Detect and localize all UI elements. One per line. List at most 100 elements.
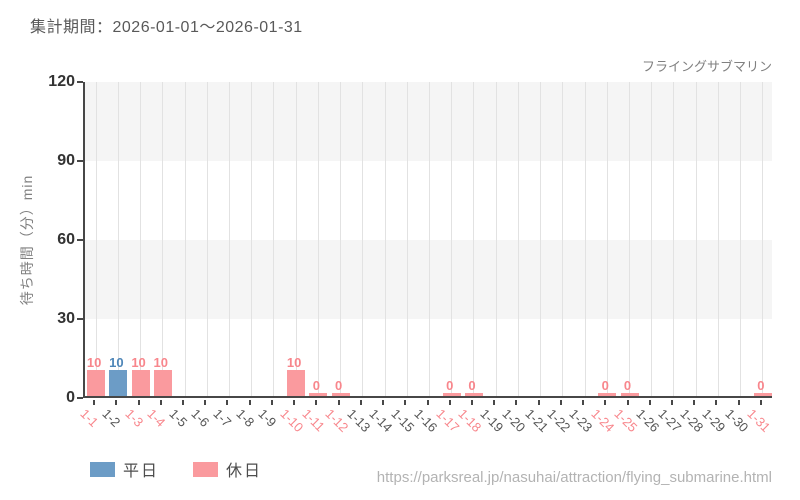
x-tick-mark	[404, 400, 407, 405]
gridline	[473, 82, 475, 396]
gridline	[340, 82, 342, 396]
x-tick-label-1-1: 1-1	[77, 406, 102, 430]
gridline	[740, 82, 742, 396]
x-tick-mark	[382, 400, 385, 405]
x-tick-mark	[715, 400, 718, 405]
x-tick-label-1-25: 1-25	[610, 406, 640, 436]
bar-1-1[interactable]	[87, 369, 106, 396]
gridline	[251, 82, 253, 396]
x-tick-label-1-6: 1-6	[188, 406, 213, 430]
x-tick-label-1-10: 1-10	[277, 406, 307, 436]
gridline	[95, 82, 97, 396]
y-tick-mark	[77, 318, 83, 320]
x-tick-label-1-30: 1-30	[722, 406, 752, 436]
gridline	[695, 82, 697, 396]
x-tick-mark	[626, 400, 629, 405]
bar-1-11[interactable]	[309, 393, 328, 396]
bar-1-25[interactable]	[620, 393, 639, 396]
x-tick-mark	[93, 400, 96, 405]
bar-1-2[interactable]	[109, 369, 128, 396]
gridline	[629, 82, 631, 396]
x-tick-label-1-8: 1-8	[233, 406, 257, 430]
gridline	[273, 82, 275, 396]
gridline	[406, 82, 408, 396]
bar-value-label: 10	[131, 354, 146, 370]
x-tick-label-1-19: 1-19	[477, 406, 507, 436]
bar-value-label: 0	[334, 378, 343, 393]
bar-value-label: 10	[153, 354, 169, 370]
gridline	[540, 82, 542, 396]
legend-label-weekday: 平日	[123, 463, 160, 480]
gridline	[606, 82, 608, 396]
gridline	[206, 82, 208, 396]
x-tick-mark	[270, 400, 273, 405]
y-tick-label: 120	[48, 73, 75, 90]
legend-label-holiday: 休日	[226, 463, 263, 480]
x-tick-mark	[493, 400, 496, 405]
x-tick-label-1-13: 1-13	[344, 406, 374, 436]
bar-value-label: 10	[109, 354, 124, 370]
bar-1-18[interactable]	[464, 393, 483, 396]
x-tick-mark	[559, 400, 562, 405]
x-tick-mark	[359, 400, 362, 405]
gridline	[140, 82, 142, 396]
x-tick-mark	[248, 400, 251, 405]
gridline	[429, 82, 430, 396]
gridline	[295, 82, 297, 396]
x-tick-label-1-15: 1-15	[388, 406, 418, 436]
x-tick-mark	[204, 400, 207, 405]
legend: 平日 休日	[90, 457, 262, 481]
x-tick-mark	[426, 400, 429, 405]
x-tick-label-1-4: 1-4	[144, 406, 169, 430]
x-tick-label-1-16: 1-16	[410, 406, 440, 436]
x-tick-mark	[337, 400, 340, 405]
gridline	[673, 82, 675, 396]
gridline	[495, 82, 497, 396]
bar-1-24[interactable]	[598, 393, 617, 396]
legend-item-weekday[interactable]: 平日	[90, 457, 159, 481]
x-tick-label-1-31: 1-31	[744, 406, 774, 436]
plot-area[interactable]	[83, 82, 772, 398]
x-tick-label-1-7: 1-7	[210, 406, 235, 430]
x-tick-label-1-29: 1-29	[699, 406, 729, 436]
x-tick-label-1-3: 1-3	[121, 406, 146, 430]
x-tick-mark	[604, 400, 607, 405]
y-tick-mark	[77, 160, 83, 162]
x-tick-label-1-17: 1-17	[433, 406, 463, 436]
bar-value-label: 0	[468, 378, 476, 393]
x-tick-label-1-12: 1-12	[321, 406, 352, 436]
gridline	[584, 82, 586, 396]
bar-1-3[interactable]	[131, 369, 150, 396]
weekday-swatch-icon	[90, 461, 115, 477]
x-tick-mark	[648, 400, 651, 405]
period-label: 集計期間：2026-01-01～2026-01-31	[30, 19, 303, 36]
y-tick-label: 60	[57, 231, 75, 248]
x-tick-mark	[115, 400, 118, 405]
x-tick-label-1-23: 1-23	[566, 406, 596, 436]
x-tick-label-1-24: 1-24	[588, 406, 618, 436]
x-tick-label-1-18: 1-18	[455, 406, 485, 436]
y-tick-mark	[77, 239, 83, 241]
x-tick-label-1-5: 1-5	[166, 406, 191, 430]
bar-value-label: 0	[623, 378, 632, 393]
attraction-title: フライングサブマリン	[641, 59, 772, 74]
bar-value-label: 0	[446, 378, 454, 393]
bar-value-label: 10	[286, 354, 302, 370]
bar-1-4[interactable]	[153, 369, 172, 396]
x-tick-mark	[537, 400, 540, 405]
bar-1-10[interactable]	[287, 369, 306, 396]
x-tick-label-1-26: 1-26	[633, 406, 663, 436]
x-tick-label-1-22: 1-22	[544, 406, 574, 436]
gridline	[517, 82, 519, 396]
bar-1-31[interactable]	[753, 393, 772, 396]
gridline	[362, 82, 364, 396]
gridline	[228, 82, 230, 396]
bar-1-12[interactable]	[331, 393, 350, 396]
x-tick-mark	[515, 400, 518, 405]
legend-item-holiday[interactable]: 休日	[193, 457, 262, 481]
gridline	[384, 82, 386, 396]
x-tick-mark	[137, 400, 140, 405]
bar-1-17[interactable]	[442, 393, 461, 396]
x-tick-label-1-28: 1-28	[677, 406, 707, 436]
